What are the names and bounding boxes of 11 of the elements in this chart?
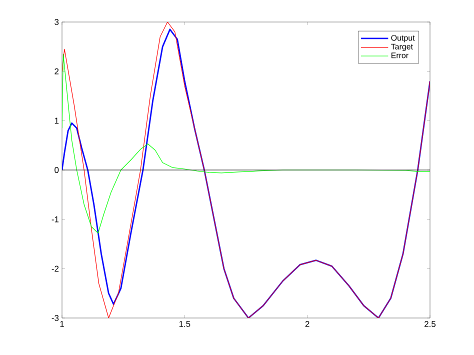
y-tick-label: 1 (54, 118, 59, 124)
y-tick-label: 3 (54, 19, 59, 25)
y-tick-label: -1 (52, 216, 59, 222)
y-tick-label: 2 (54, 68, 59, 74)
x-tick-label: 2 (305, 321, 310, 327)
x-tick-label: 1.5 (179, 321, 190, 327)
y-tick-label: 0 (54, 167, 59, 173)
x-tick-label: 2.5 (424, 321, 436, 328)
y-tick-label: -3 (52, 315, 59, 321)
x-tick-label: 1 (60, 321, 64, 327)
y-tick-label: -2 (52, 266, 59, 272)
